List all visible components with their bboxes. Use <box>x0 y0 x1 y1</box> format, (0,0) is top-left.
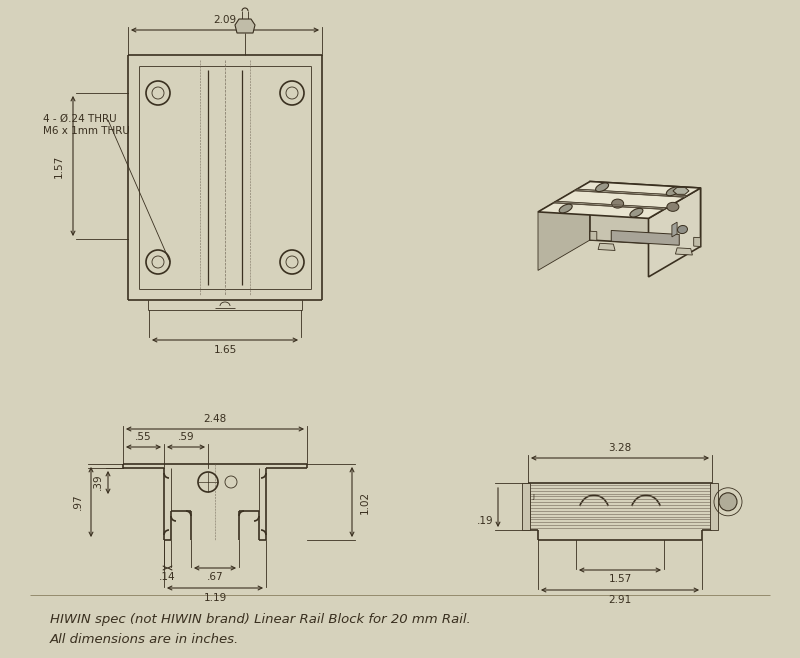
Ellipse shape <box>666 187 679 195</box>
Text: .39: .39 <box>93 474 103 490</box>
Polygon shape <box>554 201 666 209</box>
Polygon shape <box>574 189 687 197</box>
Text: 3.28: 3.28 <box>608 443 632 453</box>
Text: 2.09: 2.09 <box>214 15 237 25</box>
Bar <box>522 483 530 530</box>
Text: 1.57: 1.57 <box>608 574 632 584</box>
Text: All dimensions are in inches.: All dimensions are in inches. <box>50 633 239 646</box>
Ellipse shape <box>559 204 572 213</box>
Text: .59: .59 <box>178 432 194 442</box>
Polygon shape <box>694 238 701 247</box>
Text: 1.19: 1.19 <box>203 593 226 603</box>
Text: 1.65: 1.65 <box>214 345 237 355</box>
Text: 4 - Ø.24 THRU
M6 x 1mm THRU: 4 - Ø.24 THRU M6 x 1mm THRU <box>43 114 130 136</box>
Text: .14: .14 <box>158 572 175 582</box>
Text: .97: .97 <box>73 494 83 511</box>
Ellipse shape <box>678 226 687 234</box>
Ellipse shape <box>630 209 643 217</box>
Text: HIWIN spec (not HIWIN brand) Linear Rail Block for 20 mm Rail.: HIWIN spec (not HIWIN brand) Linear Rail… <box>50 613 470 626</box>
Text: .55: .55 <box>134 432 151 442</box>
Polygon shape <box>538 182 590 270</box>
Text: J: J <box>532 494 534 500</box>
Text: .19: .19 <box>476 516 493 526</box>
Text: 2.91: 2.91 <box>608 595 632 605</box>
Polygon shape <box>673 188 689 194</box>
Polygon shape <box>235 19 255 33</box>
Polygon shape <box>611 230 679 245</box>
Ellipse shape <box>667 203 679 211</box>
Polygon shape <box>538 182 701 218</box>
Text: 1.02: 1.02 <box>360 490 370 513</box>
Text: .67: .67 <box>206 572 223 582</box>
Ellipse shape <box>612 199 624 208</box>
Polygon shape <box>675 248 693 255</box>
Bar <box>710 483 718 530</box>
Polygon shape <box>590 182 701 247</box>
Text: 1.57: 1.57 <box>54 155 64 178</box>
Polygon shape <box>649 188 701 277</box>
Text: 2.48: 2.48 <box>203 414 226 424</box>
Polygon shape <box>598 243 615 251</box>
Polygon shape <box>590 231 597 240</box>
Circle shape <box>719 493 737 511</box>
Ellipse shape <box>595 183 609 191</box>
Polygon shape <box>672 222 677 237</box>
